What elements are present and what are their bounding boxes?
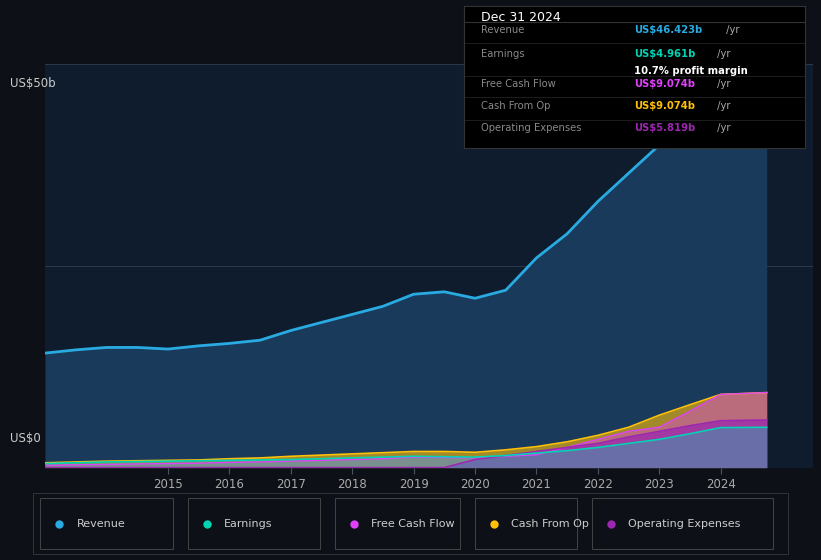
Text: 10.7% profit margin: 10.7% profit margin — [635, 66, 748, 76]
Text: US$50b: US$50b — [10, 77, 56, 90]
Text: Free Cash Flow: Free Cash Flow — [481, 79, 556, 89]
Text: /yr: /yr — [714, 79, 731, 89]
Text: Earnings: Earnings — [224, 519, 273, 529]
Text: Earnings: Earnings — [481, 49, 525, 59]
Text: Cash From Op: Cash From Op — [481, 101, 550, 111]
Text: /yr: /yr — [714, 49, 731, 59]
Text: Revenue: Revenue — [481, 25, 525, 35]
Text: Cash From Op: Cash From Op — [511, 519, 589, 529]
Text: /yr: /yr — [722, 25, 739, 35]
Text: US$4.961b: US$4.961b — [635, 49, 695, 59]
Text: Free Cash Flow: Free Cash Flow — [371, 519, 455, 529]
Text: US$9.074b: US$9.074b — [635, 79, 695, 89]
Text: US$5.819b: US$5.819b — [635, 123, 695, 133]
Text: /yr: /yr — [714, 123, 731, 133]
Text: Operating Expenses: Operating Expenses — [628, 519, 741, 529]
Text: US$9.074b: US$9.074b — [635, 101, 695, 111]
Text: US$46.423b: US$46.423b — [635, 25, 703, 35]
Text: US$0: US$0 — [10, 432, 40, 445]
Text: Revenue: Revenue — [76, 519, 126, 529]
Text: /yr: /yr — [714, 101, 731, 111]
Text: Dec 31 2024: Dec 31 2024 — [481, 11, 561, 24]
Text: Operating Expenses: Operating Expenses — [481, 123, 581, 133]
